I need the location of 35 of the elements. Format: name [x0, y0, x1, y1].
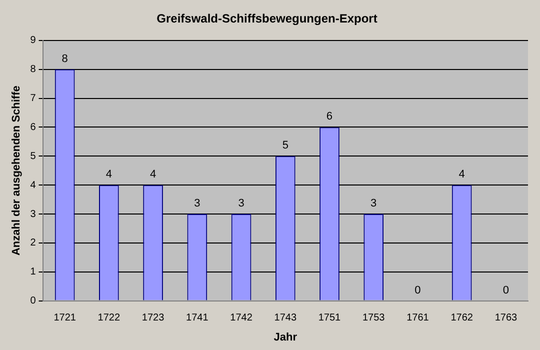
x-tick-label: 1743 — [274, 312, 297, 324]
data-label: 5 — [282, 140, 288, 152]
chart-title: Greifswald-Schiffsbewegungen-Export — [156, 12, 378, 26]
data-label: 3 — [238, 198, 244, 210]
y-tick-label: 5 — [30, 150, 36, 162]
x-tick-label: 1742 — [230, 312, 253, 324]
y-tick-label: 4 — [30, 180, 36, 191]
data-label: 0 — [414, 284, 421, 296]
y-tick-label: 1 — [30, 266, 36, 278]
x-tick-label: 1762 — [450, 312, 474, 324]
data-label: 8 — [62, 52, 68, 65]
y-tick-label: 7 — [30, 93, 36, 104]
data-label: 3 — [370, 198, 377, 210]
x-tick-label: 1753 — [362, 312, 386, 324]
x-axis-title: Jahr — [274, 331, 298, 344]
x-tick-label: 1741 — [186, 312, 209, 324]
data-label: 4 — [106, 168, 112, 181]
x-tick-label: 1723 — [142, 312, 165, 324]
data-label: 4 — [150, 168, 156, 181]
y-tick-label: 3 — [30, 208, 36, 220]
x-tick-label: 1722 — [98, 312, 120, 324]
y-tick-label: 8 — [30, 64, 36, 76]
data-label: 6 — [326, 110, 333, 123]
x-tick-label: 1721 — [54, 312, 76, 324]
y-axis-title: Anzahl der ausgehenden Schiffe — [10, 86, 23, 256]
data-label: 3 — [194, 198, 200, 210]
x-tick-label: 1763 — [494, 312, 518, 324]
y-tick-label: 2 — [30, 238, 36, 249]
y-tick-label: 0 — [30, 296, 36, 307]
x-tick-label: 1761 — [406, 312, 430, 324]
y-tick-label: 6 — [30, 122, 36, 133]
y-tick-label: 9 — [30, 35, 36, 46]
x-tick-label: 1751 — [318, 312, 342, 324]
data-label: 0 — [502, 284, 510, 296]
data-label: 4 — [458, 168, 465, 181]
